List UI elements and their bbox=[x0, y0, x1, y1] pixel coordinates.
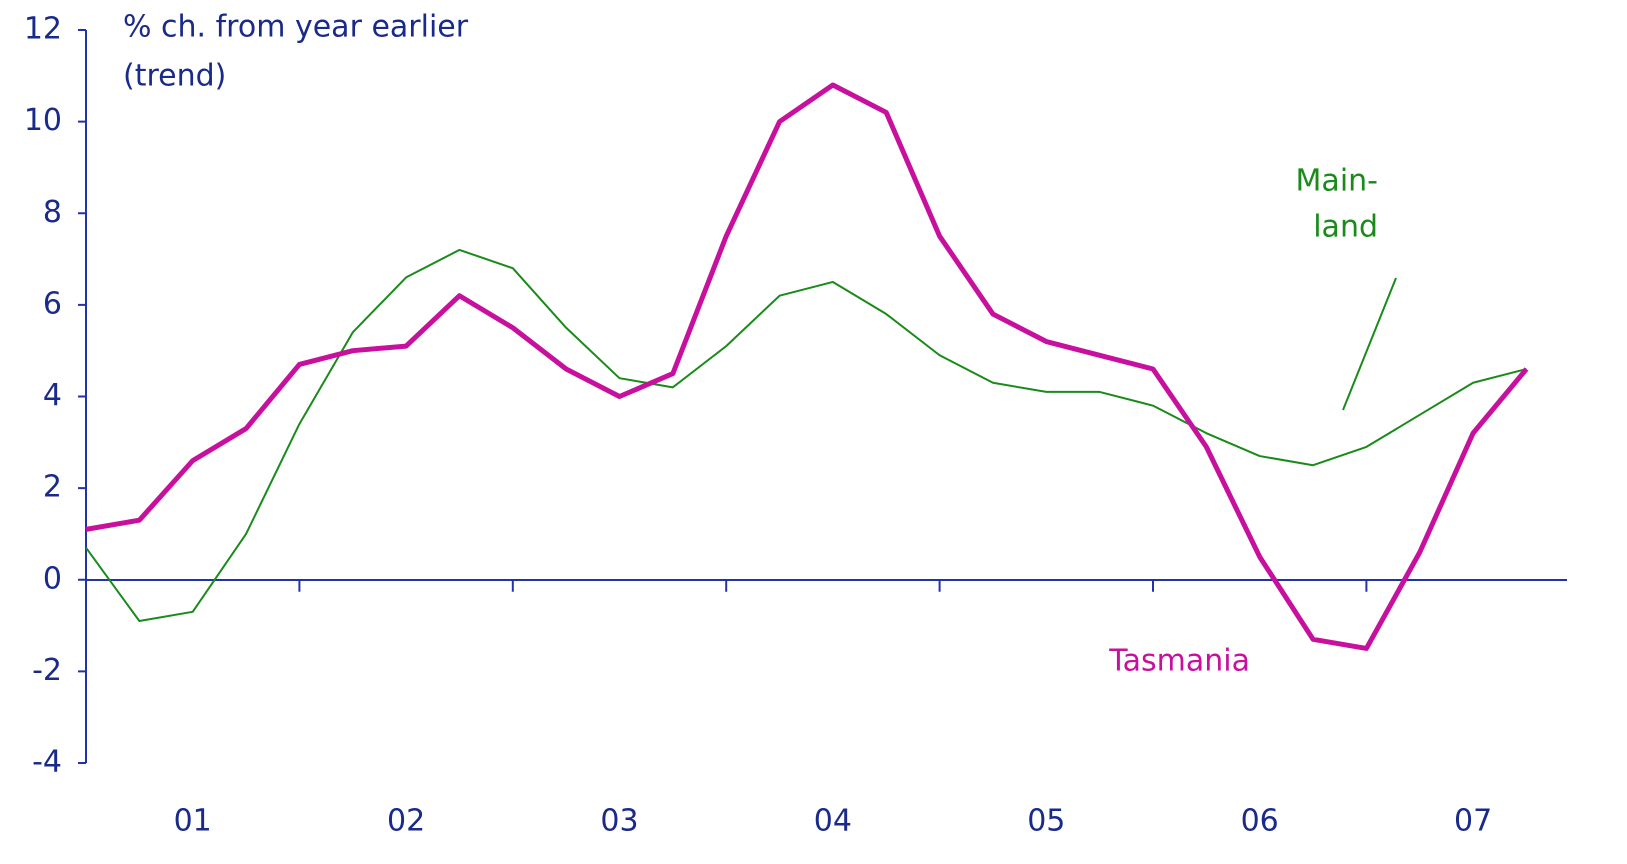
y-tick-label: 12 bbox=[24, 12, 62, 47]
y-axis-label: (trend) bbox=[123, 59, 226, 94]
x-tick-label: 05 bbox=[1027, 804, 1065, 839]
y-tick-label: 8 bbox=[43, 195, 62, 230]
y-tick-label: 6 bbox=[43, 286, 62, 321]
x-tick-label: 06 bbox=[1241, 804, 1279, 839]
x-tick-label: 04 bbox=[814, 804, 852, 839]
series-label: Main- bbox=[1296, 164, 1378, 199]
x-tick-label: 07 bbox=[1454, 804, 1492, 839]
label-leader bbox=[1342, 277, 1397, 411]
series-line bbox=[85, 82, 1529, 651]
y-tick-label: 4 bbox=[43, 378, 62, 413]
y-tick-label: 2 bbox=[43, 470, 62, 505]
series-label: land bbox=[1313, 210, 1378, 245]
series-line bbox=[85, 248, 1527, 622]
y-tick-label: 10 bbox=[24, 103, 62, 138]
series-label: Tasmania bbox=[1108, 644, 1250, 679]
y-tick-label: -4 bbox=[32, 745, 62, 780]
y-tick-label: 0 bbox=[43, 561, 62, 596]
x-tick-label: 02 bbox=[387, 804, 425, 839]
x-tick-label: 03 bbox=[600, 804, 638, 839]
y-tick-label: -2 bbox=[32, 653, 62, 688]
x-tick-label: 01 bbox=[174, 804, 212, 839]
y-axis-label: % ch. from year earlier bbox=[123, 10, 469, 45]
